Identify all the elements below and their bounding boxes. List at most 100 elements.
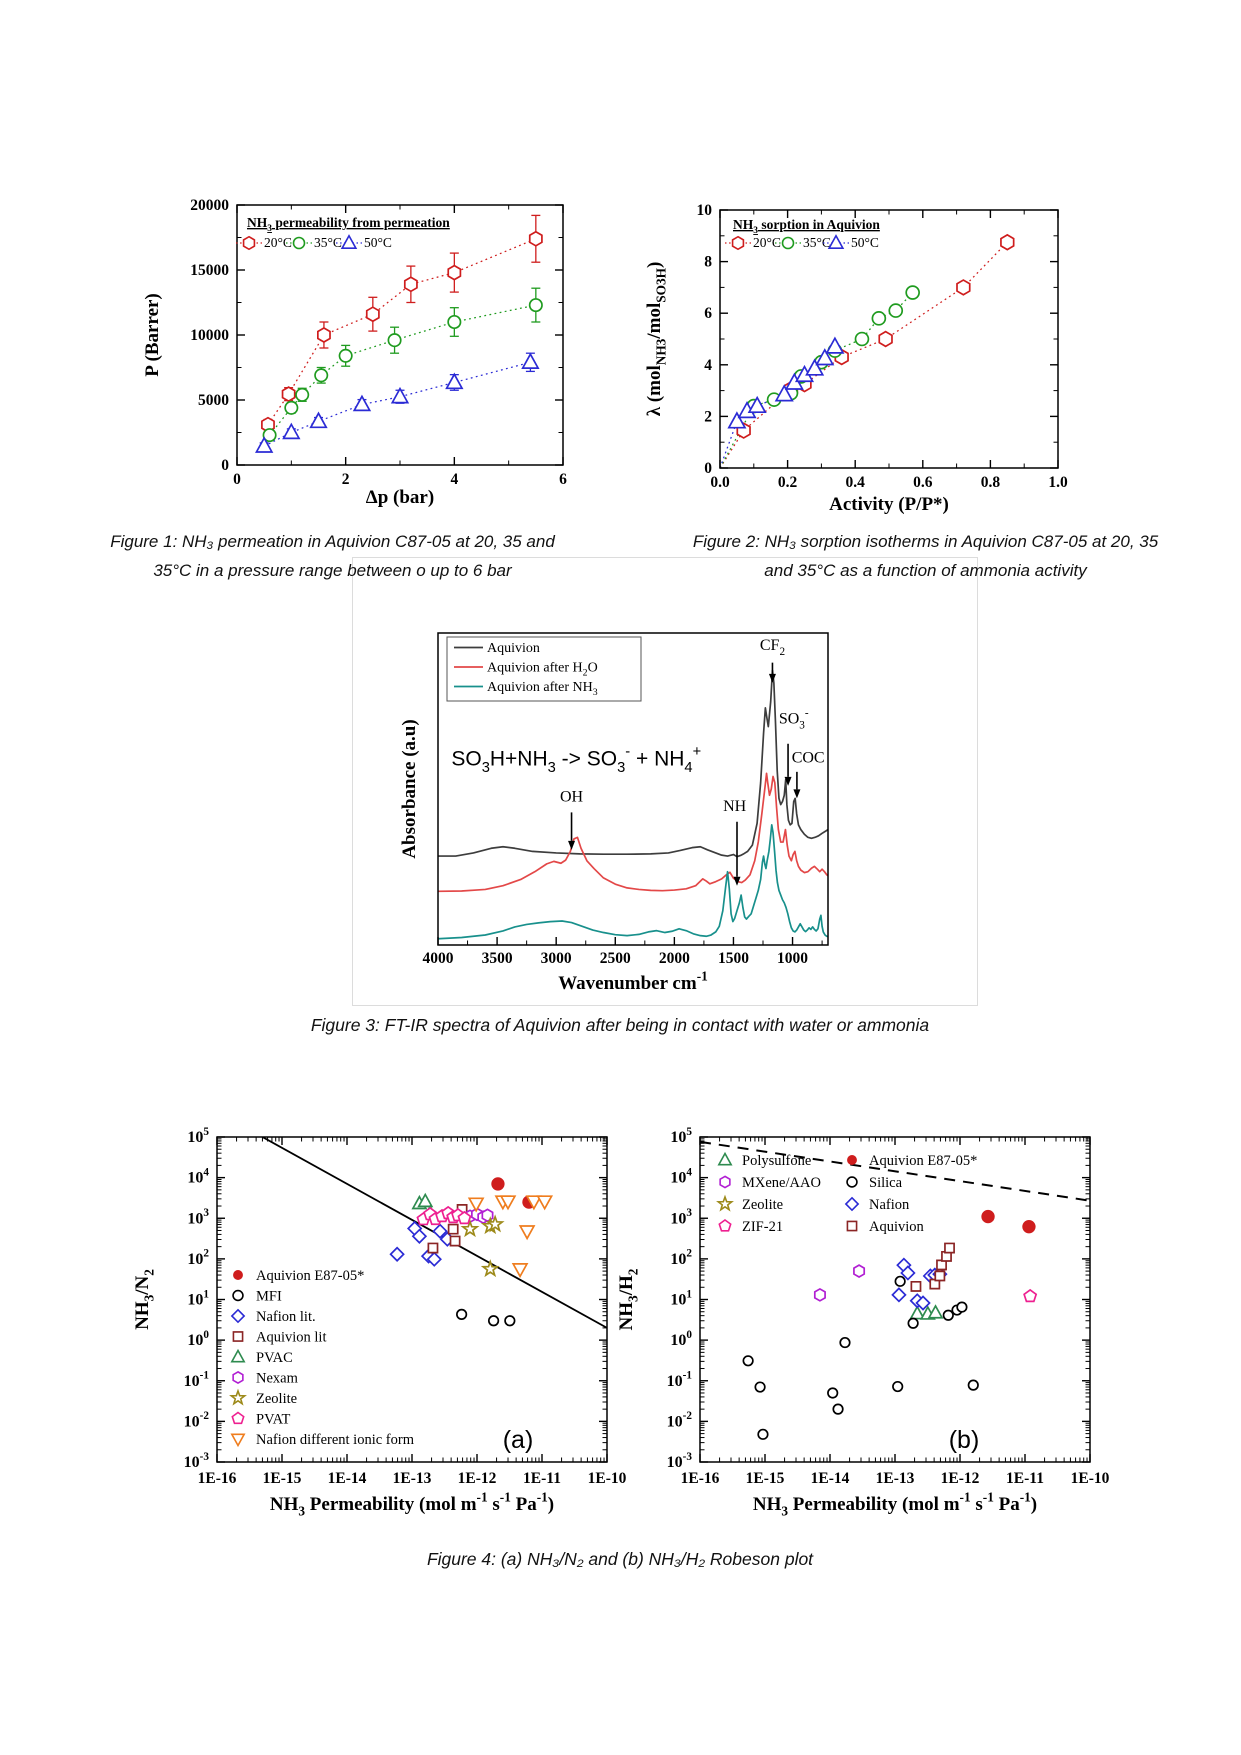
figure1-permeation-chart: 0 2 4 6 0 5000 10000 15000 20000 Δp (bar) P (Barre… [142,197,567,508]
svg-text:15000: 15000 [190,262,229,279]
svg-text:10-3: 10-3 [184,1451,210,1471]
svg-text:Aquivion E87-05*: Aquivion E87-05* [256,1268,364,1284]
svg-text:0.6: 0.6 [913,474,933,491]
svg-text:105: 105 [670,1126,692,1146]
svg-text:NH3/H2: NH3/H2 [616,1268,641,1330]
svg-text:4: 4 [450,471,458,488]
svg-text:Nafion: Nafion [869,1197,910,1213]
svg-text:100: 100 [187,1329,209,1349]
svg-text:103: 103 [670,1207,692,1227]
svg-text:6: 6 [559,471,567,488]
svg-text:10: 10 [697,202,713,219]
svg-text:1E-12: 1E-12 [458,1470,497,1487]
svg-text:Absorbance (a.u): Absorbance (a.u) [399,719,420,858]
svg-text:101: 101 [187,1288,209,1308]
svg-text:20°C: 20°C [753,235,781,250]
figure4a-robeson-nh3-n2: 1E-16 1E-15 1E-14 1E-13 1E-12 1E-11 1E-10 10-3 1… [132,1126,627,1519]
svg-text:1.0: 1.0 [1048,474,1068,491]
svg-text:5000: 5000 [198,392,229,409]
svg-text:2000: 2000 [659,950,690,967]
svg-text:1E-16: 1E-16 [198,1470,237,1487]
svg-text:1E-15: 1E-15 [746,1470,785,1487]
svg-text:Δp (bar): Δp (bar) [366,487,434,508]
svg-text:Aquivion: Aquivion [487,641,540,656]
svg-text:MFI: MFI [256,1289,282,1305]
svg-text:35°C: 35°C [803,235,831,250]
svg-text:10-1: 10-1 [667,1370,693,1390]
svg-text:NH3 permeability from permeati: NH3 permeability from permeation [247,215,450,234]
svg-text:Silica: Silica [869,1175,903,1191]
figure3-ftir-chart: 4000 3500 3000 2500 2000 1500 1000 Wavenumber c… [399,632,829,994]
svg-text:Zeolite: Zeolite [742,1197,783,1213]
svg-text:1500: 1500 [718,950,749,967]
svg-text:NH3/N2: NH3/N2 [132,1269,157,1330]
svg-text:0.8: 0.8 [981,474,1001,491]
svg-text:3500: 3500 [482,950,513,967]
figure4b-robeson-nh3-h2: 1E-16 1E-15 1E-14 1E-13 1E-12 1E-11 1E-10 10-3 1… [616,1126,1110,1519]
svg-text:Aquivion lit: Aquivion lit [256,1330,327,1346]
svg-text:0.2: 0.2 [778,474,798,491]
figure2-sorption-chart: 0.0 0.2 0.4 0.6 0.8 1.0 0 2 4 6 8 10 Activity (P/P*)… [644,202,1068,515]
figure4a-robeson-chart: 1E-16 1E-15 1E-14 1E-13 1E-12 1E-11 1E-10 10-3 1… [130,1108,628,1578]
svg-text:Aquivion: Aquivion [869,1219,925,1235]
svg-text:35°C: 35°C [314,235,342,250]
svg-text:Nexam: Nexam [256,1371,299,1387]
svg-text:λ (molNH3/molSO3H): λ (molNH3/molSO3H) [644,262,669,417]
svg-text:P (Barrer): P (Barrer) [142,293,163,377]
svg-text:104: 104 [187,1166,209,1186]
svg-text:Nafion lit.: Nafion lit. [256,1309,316,1325]
figure3-ftir-chart: 4000 3500 3000 2500 2000 1500 1000 Wavenumber c… [360,600,880,1000]
svg-text:100: 100 [670,1329,692,1349]
svg-text:CF2: CF2 [760,637,785,658]
svg-text:Aquivion E87-05*: Aquivion E87-05* [869,1153,977,1169]
figure1-permeation-chart: 0 2 4 6 0 5000 10000 15000 20000 Δp (bar) P (Barre… [128,170,580,515]
svg-text:Aquivion after H2O: Aquivion after H2O [487,661,598,679]
svg-text:1E-11: 1E-11 [523,1470,561,1487]
svg-text:20°C: 20°C [264,235,292,250]
svg-text:Aquivion after NH3: Aquivion after NH3 [487,680,598,698]
svg-text:8: 8 [704,254,712,271]
figure4-caption: Figure 4: (a) NH₃/N₂ and (b) NH₃/H₂ Robe… [426,1549,814,1569]
figure1-caption: Figure 1: NH₃ permeation in Aquivion C87… [110,532,555,580]
svg-text:1000: 1000 [777,950,808,967]
svg-text:1E-14: 1E-14 [328,1470,367,1487]
svg-text:1E-10: 1E-10 [1071,1470,1110,1487]
svg-text:3000: 3000 [541,950,572,967]
svg-text:2: 2 [342,471,350,488]
svg-text:0: 0 [221,457,229,474]
svg-text:NH: NH [723,798,747,815]
figure2-sorption-chart: 0.0 0.2 0.4 0.6 0.8 1.0 0 2 4 6 8 10 Activity (P/P*)… [612,175,1082,525]
svg-text:105: 105 [187,1126,209,1146]
svg-text:104: 104 [670,1166,692,1186]
figure3-caption: Figure 3: FT-IR spectra of Aquivion afte… [310,1015,930,1035]
svg-text:102: 102 [187,1248,209,1268]
svg-text:10-2: 10-2 [184,1410,210,1430]
svg-text:0.0: 0.0 [710,474,730,491]
svg-text:6: 6 [704,305,712,322]
figure3-image-frame [352,557,978,1006]
svg-text:1E-16: 1E-16 [681,1470,720,1487]
svg-text:50°C: 50°C [364,235,392,250]
svg-text:10000: 10000 [190,327,229,344]
svg-text:4: 4 [704,357,712,374]
svg-text:4000: 4000 [423,950,454,967]
svg-text:102: 102 [670,1248,692,1268]
svg-text:ZIF-21: ZIF-21 [742,1219,783,1235]
svg-text:PVAC: PVAC [256,1350,293,1366]
svg-text:NH3 sorption in Aquivion: NH3 sorption in Aquivion [733,217,880,236]
svg-text:1E-13: 1E-13 [876,1470,915,1487]
svg-text:1E-14: 1E-14 [811,1470,850,1487]
svg-text:10-1: 10-1 [184,1370,210,1390]
svg-text:10-3: 10-3 [667,1451,693,1471]
figure4b-robeson-chart: 1E-16 1E-15 1E-14 1E-13 1E-12 1E-11 1E-10 10-3 1… [612,1108,1112,1578]
svg-text:1E-15: 1E-15 [263,1470,302,1487]
svg-text:0: 0 [704,460,712,477]
svg-text:2: 2 [704,408,712,425]
svg-text:(a): (a) [503,1426,534,1454]
svg-text:MXene/AAO: MXene/AAO [742,1175,821,1191]
svg-text:0.4: 0.4 [846,474,866,491]
svg-text:1E-10: 1E-10 [588,1470,627,1487]
svg-text:0: 0 [233,471,241,488]
svg-text:Nafion different ionic form: Nafion different ionic form [256,1432,415,1448]
